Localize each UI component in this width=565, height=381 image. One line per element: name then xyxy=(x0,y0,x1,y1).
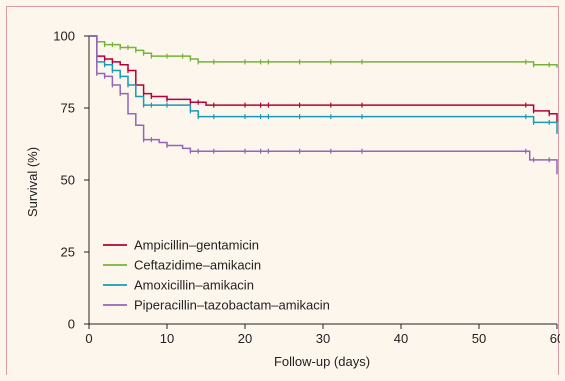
legend-label: Ceftazidime–amikacin xyxy=(134,258,261,273)
series-4 xyxy=(89,35,558,175)
x-tick-label: 20 xyxy=(238,331,252,346)
legend: Ampicillin–gentamicin Ceftazidime–amikaci… xyxy=(103,238,330,313)
y-tick-label: 50 xyxy=(61,173,75,188)
survival-curve xyxy=(89,35,558,123)
y-tick-label: 25 xyxy=(61,245,75,260)
axes: 0 25 50 75 100 0 10 20 30 40 50 60 xyxy=(53,29,560,347)
y-axis-label: Survival (%) xyxy=(25,147,40,217)
x-axis-label: Follow-up (days) xyxy=(274,354,370,369)
series-layer xyxy=(89,35,558,175)
x-tick-label: 40 xyxy=(394,331,408,346)
x-tick-label: 0 xyxy=(85,331,92,346)
survival-curve xyxy=(89,35,558,134)
survival-chart: Survival (%) Follow-up (days) 0255075100… xyxy=(25,29,560,370)
legend-label: Piperacillin–tazobactam–amikacin xyxy=(134,298,330,313)
x-tick-label: 30 xyxy=(316,331,330,346)
x-tick-label: 60 xyxy=(550,331,560,346)
legend-label: Ampicillin–gentamicin xyxy=(134,238,259,253)
y-tick-label: 75 xyxy=(61,101,75,116)
survival-curve xyxy=(89,35,558,175)
series-3 xyxy=(89,35,558,134)
x-tick-label: 50 xyxy=(472,331,486,346)
x-tick-label: 10 xyxy=(160,331,174,346)
survival-curve xyxy=(89,35,558,68)
y-tick-label: 100 xyxy=(53,29,75,44)
y-tick-label: 0 xyxy=(68,317,75,332)
legend-label: Amoxicillin–amikacin xyxy=(134,278,254,293)
figure-panel: Survival (%) Follow-up (days) 0 25 50 75 100… xyxy=(6,6,560,375)
series-1 xyxy=(89,35,558,123)
series-2 xyxy=(89,35,558,68)
